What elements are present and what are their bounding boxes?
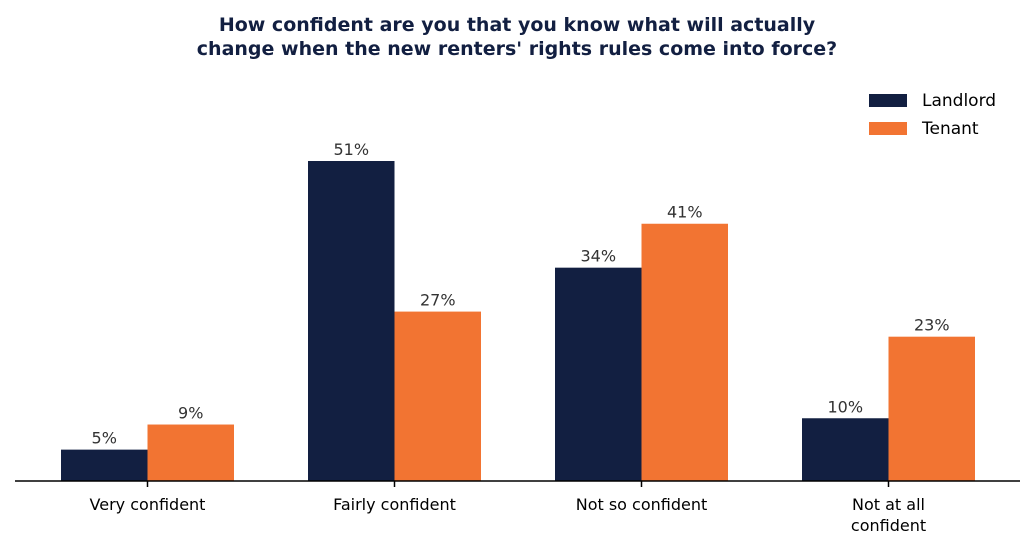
data-label-tenant-3: 23%	[914, 316, 950, 335]
x-tick-label: Fairly confident	[333, 495, 456, 514]
bar-landlord-1[interactable]	[308, 161, 395, 481]
bar-tenant-0[interactable]	[147, 424, 235, 481]
x-tick-label: confident	[851, 516, 926, 535]
data-label-landlord-3: 10%	[827, 397, 863, 416]
bar-landlord-0[interactable]	[61, 449, 148, 481]
bar-tenant-1[interactable]	[394, 311, 482, 481]
legend-label-tenant: Tenant	[921, 119, 979, 139]
chart-title-line: How confident are you that you know what…	[219, 14, 816, 36]
data-label-landlord-1: 51%	[333, 140, 369, 159]
data-label-tenant-0: 9%	[178, 404, 203, 423]
x-tick-label: Not so confident	[576, 495, 708, 514]
bar-landlord-2[interactable]	[555, 267, 642, 481]
x-tick-label: Very confident	[90, 495, 206, 514]
data-label-tenant-2: 41%	[667, 203, 703, 222]
data-labels: 5% 51% 34% 10% 9% 27% 41% 23%	[92, 140, 950, 448]
data-label-landlord-2: 34%	[580, 247, 616, 266]
bar-tenant-2[interactable]	[641, 223, 729, 481]
legend-label-landlord: Landlord	[922, 91, 996, 111]
chart-title-line: change when the new renters' rights rule…	[197, 38, 837, 60]
x-tick-label: Not at all	[852, 495, 925, 514]
data-label-tenant-1: 27%	[420, 291, 456, 310]
legend-swatch-landlord	[869, 94, 907, 107]
legend: Landlord Tenant	[869, 91, 996, 139]
legend-swatch-tenant	[869, 122, 907, 135]
bar-landlord-3[interactable]	[802, 418, 889, 481]
chart-title: How confident are you that you know what…	[197, 14, 837, 60]
x-ticks: Very confident Fairly confident Not so con…	[90, 481, 926, 535]
bars	[61, 161, 975, 481]
bar-tenant-3[interactable]	[888, 336, 976, 481]
data-label-landlord-0: 5%	[92, 429, 117, 448]
